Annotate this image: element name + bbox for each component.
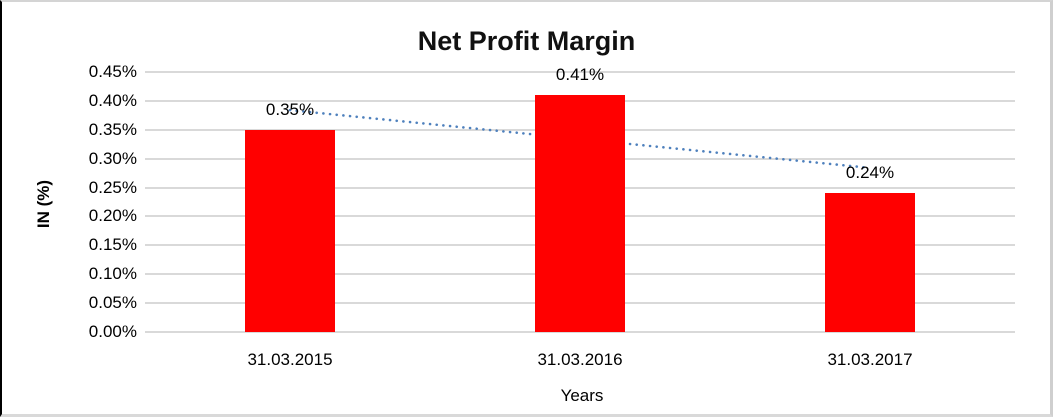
gridline [145,71,1015,73]
y-tick-label: 0.15% [88,235,137,255]
y-tick-label: 0.40% [88,90,137,110]
x-tick-label: 31.03.2016 [537,350,623,369]
bar-data-label: 0.41% [555,65,605,85]
y-tick-label: 0.25% [88,177,137,197]
bar [245,129,335,332]
y-axis-title: IN (%) [34,179,53,229]
y-tick-label: 0.00% [88,322,137,341]
chart-title: Net Profit Margin [417,26,636,56]
y-tick-label: 0.45% [88,62,137,81]
y-tick-label: 0.05% [88,293,137,313]
bar-data-label: 0.24% [845,163,895,183]
bar [825,193,915,332]
bar [535,95,625,332]
y-tick-label: 0.35% [88,119,137,139]
gridline [145,331,1015,333]
y-tick-label: 0.10% [88,264,137,284]
y-tick-label: 0.30% [88,148,137,168]
y-tick-label: 0.20% [88,206,137,226]
x-tick-label: 31.03.2015 [247,350,333,369]
bar-data-label: 0.35% [265,99,315,119]
x-tick-label: 31.03.2017 [827,350,913,369]
x-axis-title: Years [560,386,604,405]
